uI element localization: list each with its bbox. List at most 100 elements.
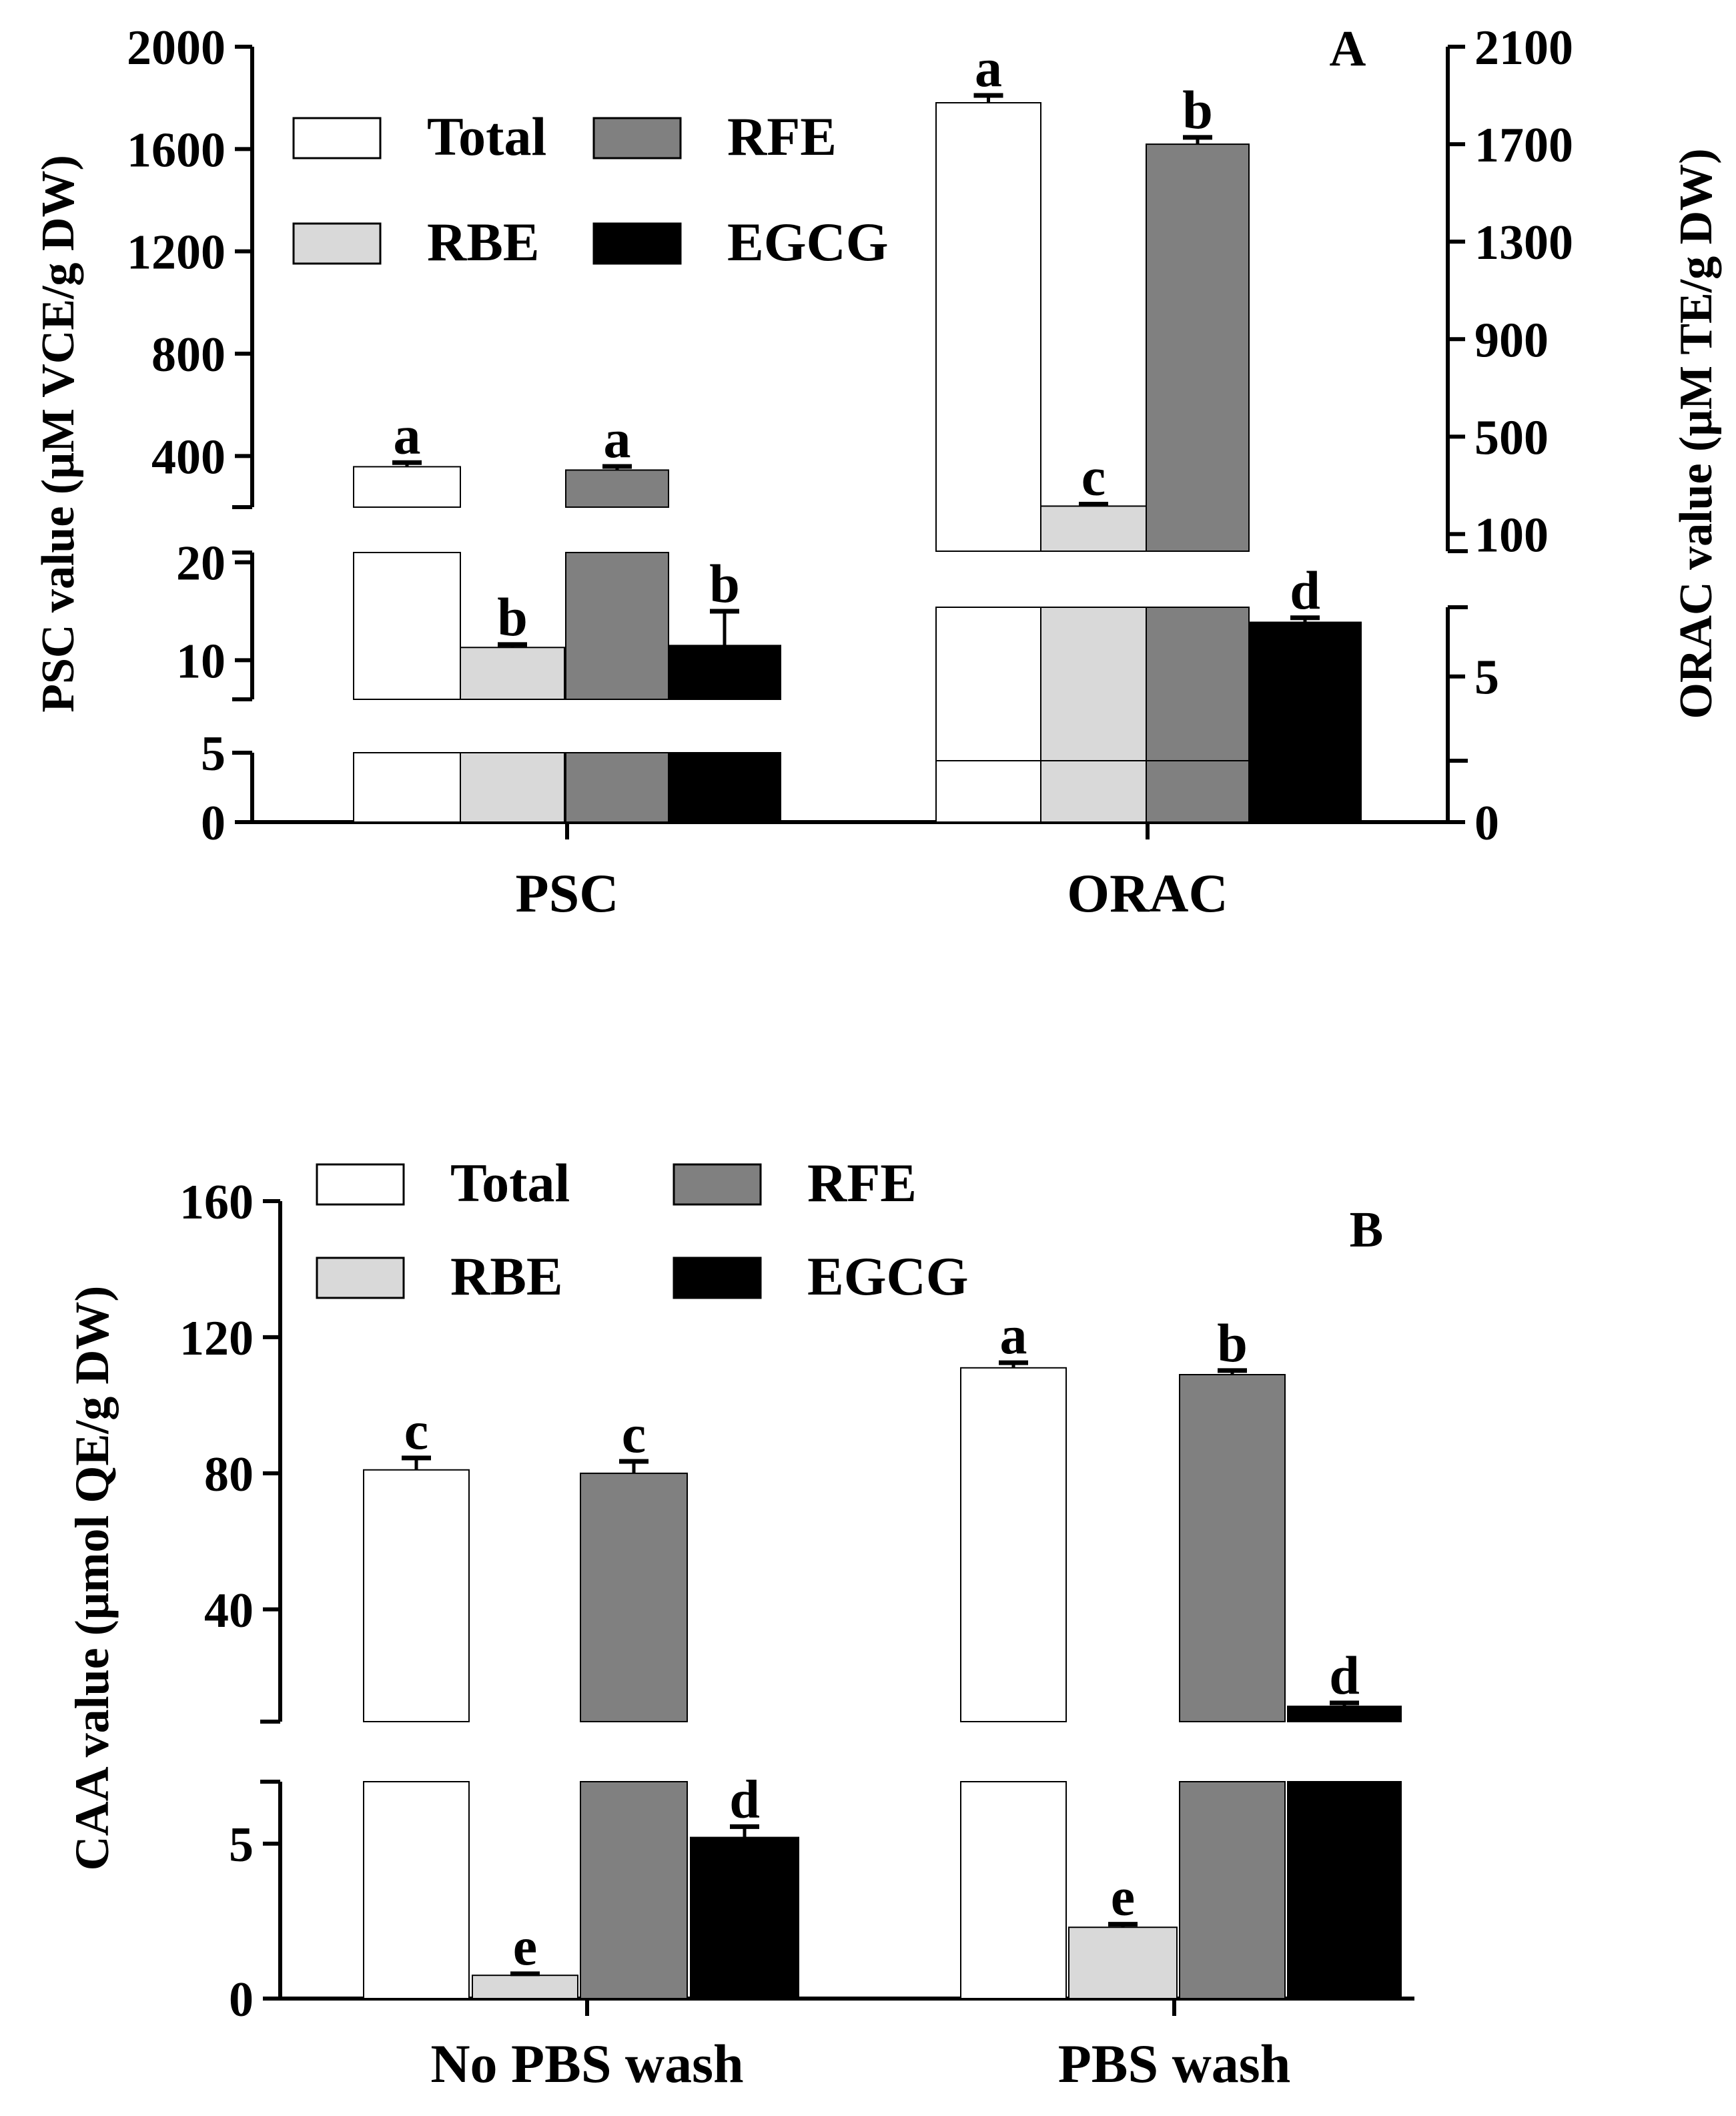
panel-label: A xyxy=(1330,21,1366,77)
bar-total-no-pbs-wash xyxy=(363,1469,470,1723)
legend-swatch-rfe xyxy=(673,1163,762,1206)
significance-letter: a xyxy=(604,408,631,469)
y-tick-label: 2100 xyxy=(1474,21,1573,75)
legend-label-rbe: RBE xyxy=(427,212,540,272)
bar-rbe-psc xyxy=(460,647,565,700)
significance-letter: d xyxy=(1329,1645,1360,1706)
y-tick-label: 2000 xyxy=(127,21,226,75)
bar-rfe-psc xyxy=(565,552,669,700)
bar-rfe-orac xyxy=(1146,607,1250,761)
bar-total-pbs-wash xyxy=(960,1781,1067,1999)
legend-label-egcg: EGCG xyxy=(727,212,888,272)
x-tick-label: No PBS wash xyxy=(430,2033,743,2094)
legend-label-rfe: RFE xyxy=(807,1152,917,1213)
significance-letter: b xyxy=(1182,79,1213,140)
significance-letter: b xyxy=(1217,1313,1248,1373)
y-tick-label: 0 xyxy=(201,796,226,851)
bar-rfe-pbs-wash xyxy=(1179,1374,1286,1722)
significance-letter: d xyxy=(1290,560,1320,621)
legend-swatch-total xyxy=(292,117,382,159)
y-tick-label: 80 xyxy=(204,1447,254,1502)
x-tick-label: PBS wash xyxy=(1058,2033,1291,2094)
y-tick-label: 1700 xyxy=(1474,118,1573,173)
y-tick-label: 400 xyxy=(151,430,226,484)
bar-egcg-orac xyxy=(1248,621,1362,761)
legend-swatch-total xyxy=(316,1163,405,1206)
y-tick-label: 0 xyxy=(229,1973,254,2027)
significance-letter: a xyxy=(1000,1305,1027,1365)
bar-rbe-pbs-wash xyxy=(1068,1926,1178,2000)
y-tick-label: 800 xyxy=(151,328,226,382)
panel-label: B xyxy=(1350,1202,1384,1258)
y-tick-label: 1300 xyxy=(1474,216,1573,270)
bar-total-pbs-wash xyxy=(960,1367,1067,1723)
bar-egcg-psc xyxy=(668,752,781,823)
bar-rfe-no-pbs-wash xyxy=(580,1781,688,1999)
y-tick-label: 100 xyxy=(1474,508,1549,563)
bar-rbe-no-pbs-wash xyxy=(472,1975,578,1999)
bar-egcg-no-pbs-wash xyxy=(690,1836,799,2000)
legend-label-total: Total xyxy=(427,106,546,167)
bar-total-no-pbs-wash xyxy=(363,1781,470,1999)
bar-egcg-orac xyxy=(1248,760,1362,823)
y-tick-label: 160 xyxy=(179,1175,254,1230)
x-tick-label: PSC xyxy=(516,863,619,924)
significance-letter: e xyxy=(513,1916,537,1977)
legend-swatch-rfe xyxy=(592,117,682,159)
bar-total-psc xyxy=(353,552,461,700)
significance-letter: c xyxy=(1081,446,1106,507)
y-tick-label: 5 xyxy=(229,1818,254,1872)
panel-b-chart: 0 5 40 80 120 160 CAA value (μmol QE/g DW) No P… xyxy=(65,1152,1414,2094)
x-tick-label: ORAC xyxy=(1067,863,1228,924)
bar-rfe-psc xyxy=(565,469,669,508)
bar-rfe-psc xyxy=(565,752,669,823)
significance-letter: c xyxy=(622,1403,646,1464)
legend-swatch-rbe xyxy=(316,1257,405,1299)
significance-letter: d xyxy=(729,1768,760,1829)
bar-total-orac xyxy=(935,607,1041,761)
significance-letter: c xyxy=(404,1400,428,1461)
bar-rbe-orac xyxy=(1040,760,1147,823)
bar-rbe-orac xyxy=(1040,505,1147,552)
y-tick-label: 500 xyxy=(1474,410,1549,465)
bar-rfe-orac xyxy=(1146,143,1250,552)
bar-egcg-pbs-wash xyxy=(1287,1706,1402,1723)
bar-total-orac xyxy=(935,760,1041,823)
y-tick-label: 120 xyxy=(179,1311,254,1366)
left-y-axis-label: PSC value (μM VCE/g DW) xyxy=(33,155,84,713)
bar-egcg-psc xyxy=(668,645,781,700)
legend-label-egcg: EGCG xyxy=(807,1246,968,1307)
y-tick-label: 1200 xyxy=(127,226,226,280)
bar-rbe-psc xyxy=(460,752,565,823)
significance-letter: e xyxy=(1111,1866,1135,1927)
legend-swatch-egcg xyxy=(592,222,682,265)
y-tick-label: 5 xyxy=(201,727,226,781)
y-tick-label: 5 xyxy=(1474,651,1499,705)
y-tick-label: 20 xyxy=(176,537,226,591)
legend-label-rfe: RFE xyxy=(727,106,837,167)
legend-label-total: Total xyxy=(450,1152,570,1213)
y-tick-label: 10 xyxy=(176,634,226,689)
bar-rbe-orac xyxy=(1040,607,1147,761)
significance-letter: a xyxy=(394,404,421,465)
bar-egcg-pbs-wash xyxy=(1287,1781,1402,1999)
legend-swatch-rbe xyxy=(292,222,382,265)
y-tick-label: 1600 xyxy=(127,123,226,178)
y-tick-label: 900 xyxy=(1474,313,1549,368)
y-axis-label: CAA value (μmol QE/g DW) xyxy=(65,1286,119,1871)
bar-rfe-orac xyxy=(1146,760,1250,823)
bar-total-psc xyxy=(353,466,461,508)
bar-rfe-pbs-wash xyxy=(1179,1781,1286,1999)
bar-rfe-no-pbs-wash xyxy=(580,1472,688,1722)
legend-label-rbe: RBE xyxy=(450,1246,563,1307)
y-tick-label: 0 xyxy=(1474,796,1499,851)
legend-swatch-egcg xyxy=(673,1257,762,1299)
significance-letter: b xyxy=(709,553,740,614)
bar-total-orac xyxy=(935,102,1041,552)
y-tick-label: 40 xyxy=(204,1583,254,1638)
right-y-axis-label: ORAC value (μM TE/g DW) xyxy=(1671,148,1722,719)
bar-total-psc xyxy=(353,752,461,823)
panel-a-chart: 0 5 10 20 400 800 1200 1600 2000 0 5 100 500 900 1300 1… xyxy=(33,21,1722,924)
significance-letter: a xyxy=(975,37,1002,98)
